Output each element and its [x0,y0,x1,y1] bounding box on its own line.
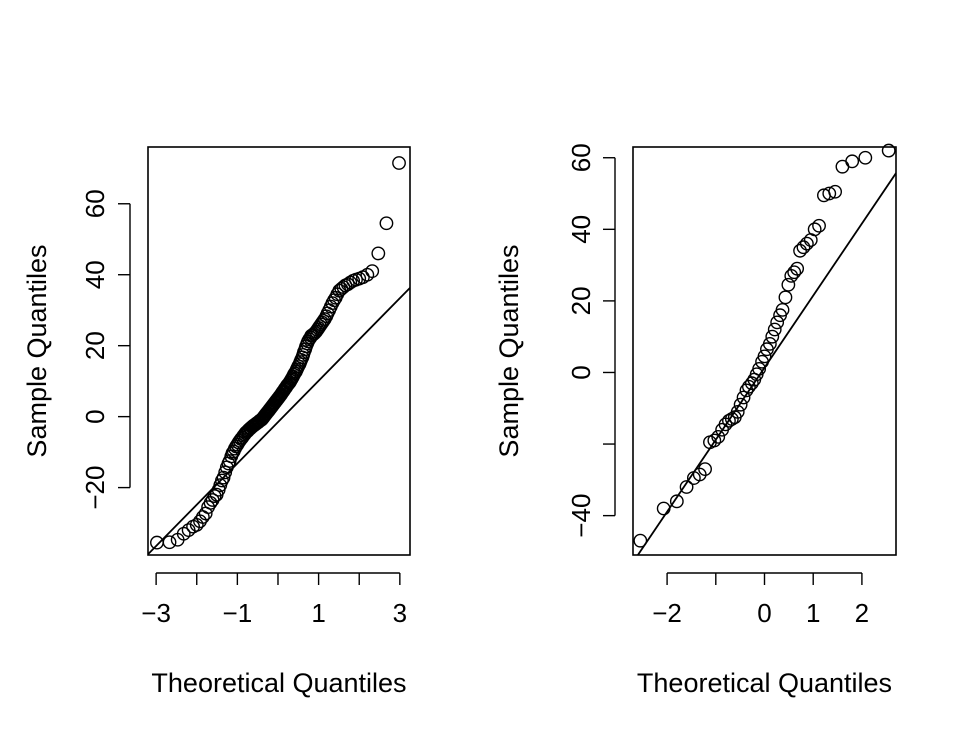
y-tick-label: 0 [566,365,596,379]
y-tick-label: 20 [566,286,596,315]
data-point [775,302,790,317]
data-point [698,462,712,477]
data-point [679,480,694,494]
data-point [812,218,826,233]
data-point [793,243,807,258]
data-point [669,494,684,509]
data-point [730,404,745,419]
x-tick-label: 1 [806,598,820,628]
x-tick-label: −2 [652,598,682,628]
x-tick-label: 2 [855,598,869,628]
data-point [392,156,406,170]
qq-plot-right: −2 0 1 2 −40 0 20 40 60 Theoretical Quantiles Samp… [494,143,897,698]
data-point [787,265,802,280]
data-point [767,322,782,337]
data-point [770,315,785,330]
data-point [790,261,805,276]
x-axis-label: Theoretical Quantiles [151,668,406,698]
data-point [858,150,873,165]
x-tick-label: 3 [393,598,407,628]
data-point [762,336,777,351]
x-tick-label: 0 [757,598,771,628]
data-point [656,501,671,516]
data-point [835,159,850,174]
y-tick-label: −40 [566,494,596,538]
y-tick-label: 60 [80,189,110,218]
y-tick-label: 60 [566,143,596,172]
plot-frame [147,146,411,556]
data-point [807,222,822,237]
x-tick-label: 1 [311,598,325,628]
x-axis-label: Theoretical Quantiles [637,668,892,698]
y-axis-label: Sample Quantiles [494,244,524,457]
qq-reference-line [148,287,410,555]
data-point [150,535,164,550]
data-point [822,186,837,201]
y-tick-label: 0 [80,409,110,423]
data-point [216,470,231,485]
data-point [781,277,796,292]
qq-plot-left: −3 −1 1 3 −20 0 20 40 60 Theoretical Quantiles Sam… [22,146,411,698]
data-point [778,290,793,305]
data-point [736,390,751,405]
data-point [215,473,229,488]
y-tick-label: −20 [80,466,110,510]
data-point [757,349,772,364]
y-tick-label: 40 [80,260,110,289]
data-point [733,397,748,412]
data-point [828,184,843,199]
data-point [707,433,722,448]
data-point [162,535,177,550]
data-point [765,329,780,344]
data-point [692,467,707,482]
data-point [371,246,386,261]
data-point [739,383,754,398]
data-point [711,429,726,444]
x-tick-label: −3 [141,598,171,628]
x-tick-label: −1 [223,598,253,628]
y-tick-label: 40 [566,215,596,244]
data-point [845,154,860,169]
data-point [799,236,814,251]
data-point [379,216,394,231]
data-point [752,361,767,376]
data-point [796,240,811,255]
data-point [365,264,380,279]
data-point [881,143,896,158]
qq-reference-line [637,172,896,555]
y-tick-label: 20 [80,331,110,360]
data-point [633,533,648,548]
data-point [742,379,756,394]
plot-frame [632,146,897,556]
y-axis-label: Sample Quantiles [22,244,52,457]
